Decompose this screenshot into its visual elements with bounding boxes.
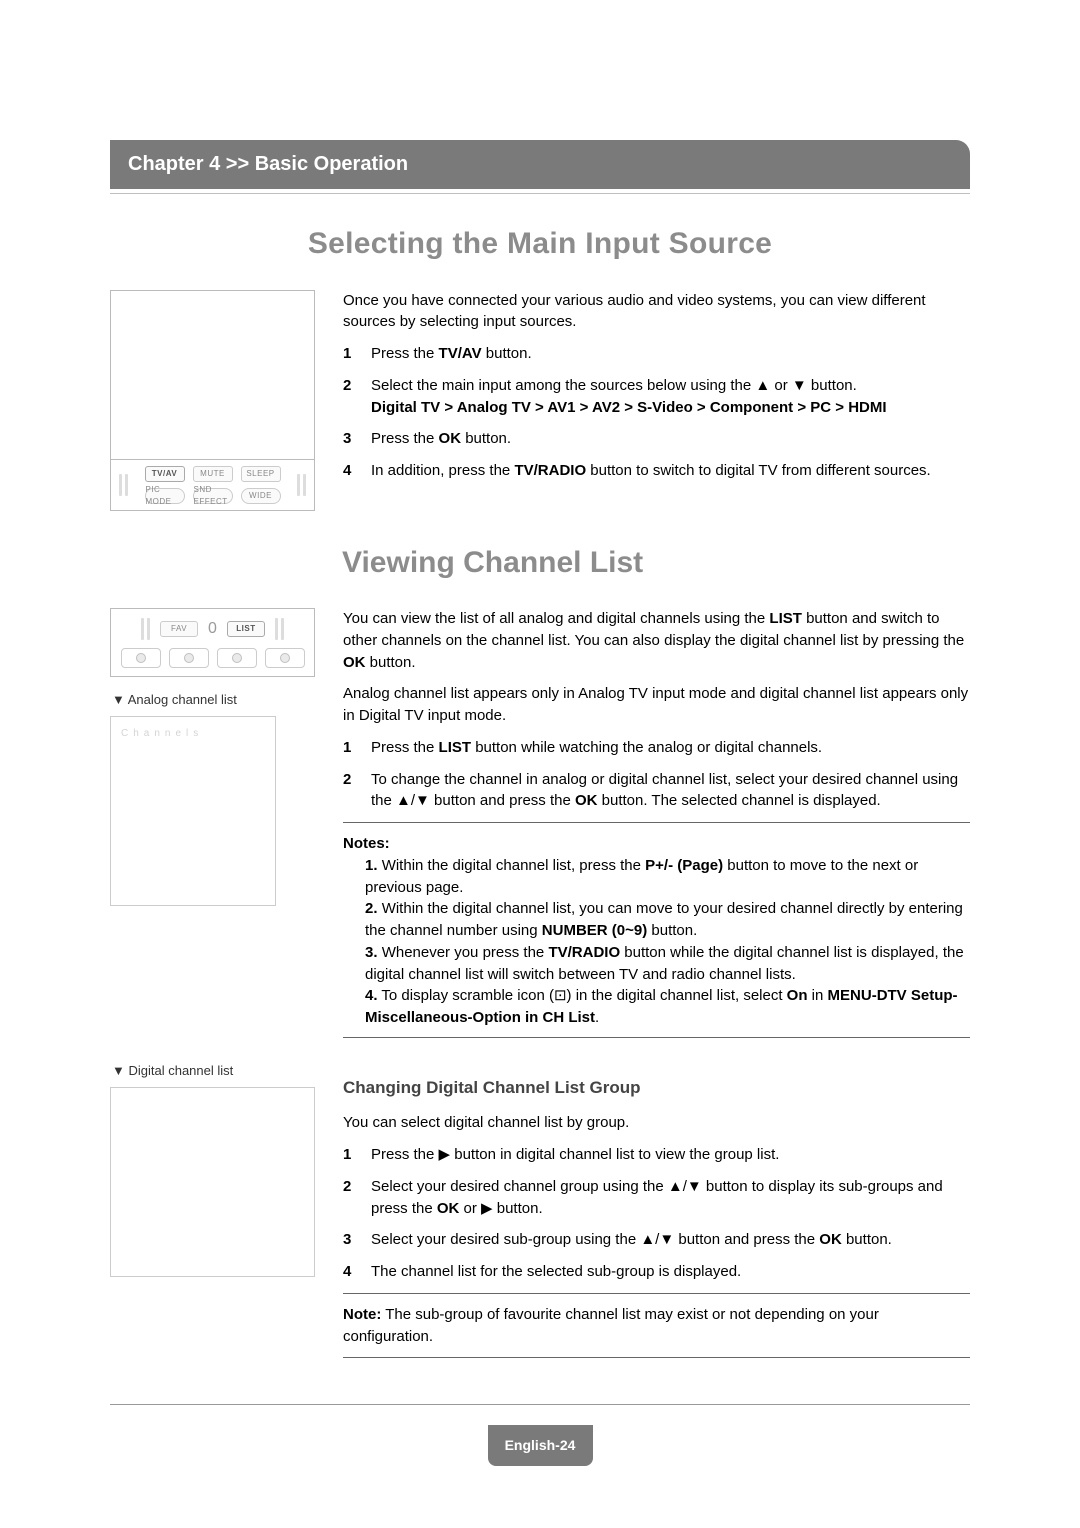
- remote-btn-mute: MUTE: [193, 466, 233, 482]
- remote-btn-sndeffect: SND EFFECT: [193, 488, 233, 504]
- notes-hr-top: [343, 822, 970, 823]
- s1-step-1: 1Press the TV/AV button.: [343, 343, 970, 365]
- remote-right-edge: [297, 474, 306, 496]
- caption-digital: ▼ Digital channel list: [112, 1062, 315, 1081]
- footer-line: [110, 1404, 970, 1405]
- caption-analog: ▼ Analog channel list: [112, 691, 315, 710]
- sub-intro: You can select digital channel list by g…: [343, 1112, 970, 1134]
- section2-intro2: Analog channel list appears only in Anal…: [343, 683, 970, 727]
- s1-step-2: 2Select the main input among the sources…: [343, 375, 970, 419]
- sub-steps: 1Press the ▶ button in digital channel l…: [343, 1144, 970, 1283]
- section2-row-a: FAV 0 LIST ▼ Analog channel list Channel…: [110, 608, 970, 1052]
- s2-step-2-text: To change the channel in analog or digit…: [371, 769, 970, 813]
- section2-right-b: Changing Digital Channel List Group You …: [343, 1062, 970, 1369]
- sub-step-1: 1Press the ▶ button in digital channel l…: [343, 1144, 970, 1166]
- notes-list: 1. Within the digital channel list, pres…: [365, 855, 970, 1029]
- notes-title: Notes:: [343, 833, 970, 855]
- section1-left: TV/AV MUTE SLEEP PIC MODE SND EFFECT WID…: [110, 290, 315, 511]
- subnote-hr-bottom: [343, 1357, 970, 1358]
- analog-channel-list-box: Channels: [110, 716, 276, 906]
- s1-step-4-text: In addition, press the TV/RADIO button t…: [371, 460, 931, 482]
- section1-right: Once you have connected your various aud…: [343, 290, 970, 511]
- chapter-bar: Chapter 4 >> Basic Operation: [110, 140, 970, 189]
- remote-strip-1: TV/AV MUTE SLEEP PIC MODE SND EFFECT WID…: [110, 460, 315, 511]
- remote-btn-wide: WIDE: [241, 488, 281, 504]
- channels-label: Channels: [121, 727, 265, 742]
- section1-intro: Once you have connected your various aud…: [343, 290, 970, 334]
- s1-step-3-text: Press the OK button.: [371, 428, 511, 450]
- section2-title: Viewing Channel List: [110, 541, 970, 585]
- page-badge: English-24: [488, 1425, 593, 1465]
- screenshot-box-1: [110, 290, 315, 460]
- tv-screenshot-box: TV/AV MUTE SLEEP PIC MODE SND EFFECT WID…: [110, 290, 315, 511]
- sub-step-2: 2Select your desired channel group using…: [343, 1176, 970, 1220]
- s1-step-2-text: Select the main input among the sources …: [371, 375, 887, 419]
- section1-row: TV/AV MUTE SLEEP PIC MODE SND EFFECT WID…: [110, 290, 970, 511]
- remote-btn-zero: 0: [208, 617, 217, 640]
- section2-steps: 1Press the LIST button while watching th…: [343, 737, 970, 812]
- s2-step-1-text: Press the LIST button while watching the…: [371, 737, 822, 759]
- note-3: 3. Whenever you press the TV/RADIO butto…: [365, 942, 970, 986]
- color-btn-1: [121, 648, 161, 668]
- small-remote: FAV 0 LIST: [110, 608, 315, 677]
- section2-left-a: FAV 0 LIST ▼ Analog channel list Channel…: [110, 608, 315, 1052]
- notes-hr-bottom: [343, 1037, 970, 1038]
- sub-step-4: 4The channel list for the selected sub-g…: [343, 1261, 970, 1283]
- remote-btn-sleep: SLEEP: [241, 466, 281, 482]
- section1-title: Selecting the Main Input Source: [110, 222, 970, 266]
- remote-btn-list: LIST: [227, 621, 265, 637]
- s2-step-1: 1Press the LIST button while watching th…: [343, 737, 970, 759]
- color-btn-4: [265, 648, 305, 668]
- section2-right-a: You can view the list of all analog and …: [343, 608, 970, 1052]
- sub-heading: Changing Digital Channel List Group: [343, 1076, 970, 1101]
- section2-intro1: You can view the list of all analog and …: [343, 608, 970, 673]
- digital-channel-list-box: [110, 1087, 315, 1277]
- color-btn-2: [169, 648, 209, 668]
- sub-note: Note: The sub-group of favourite channel…: [343, 1304, 970, 1348]
- section2-row-b: ▼ Digital channel list Changing Digital …: [110, 1062, 970, 1369]
- chapter-underline: [110, 193, 970, 194]
- s1-step-3: 3Press the OK button.: [343, 428, 970, 450]
- s2-step-2: 2To change the channel in analog or digi…: [343, 769, 970, 813]
- remote-btn-tvav: TV/AV: [145, 466, 185, 482]
- subnote-hr-top: [343, 1293, 970, 1294]
- note-1: 1. Within the digital channel list, pres…: [365, 855, 970, 899]
- s1-step-1-text: Press the TV/AV button.: [371, 343, 532, 365]
- note-4: 4. To display scramble icon (⊡) in the d…: [365, 985, 970, 1029]
- s1-step-4: 4In addition, press the TV/RADIO button …: [343, 460, 970, 482]
- remote-left-edge: [119, 474, 128, 496]
- remote-btn-picmode: PIC MODE: [145, 488, 185, 504]
- sub-step-3: 3Select your desired sub-group using the…: [343, 1229, 970, 1251]
- remote-btn-fav: FAV: [160, 621, 198, 637]
- note-2: 2. Within the digital channel list, you …: [365, 898, 970, 942]
- color-btn-3: [217, 648, 257, 668]
- section2-left-b: ▼ Digital channel list: [110, 1062, 315, 1369]
- section1-steps: 1Press the TV/AV button. 2Select the mai…: [343, 343, 970, 482]
